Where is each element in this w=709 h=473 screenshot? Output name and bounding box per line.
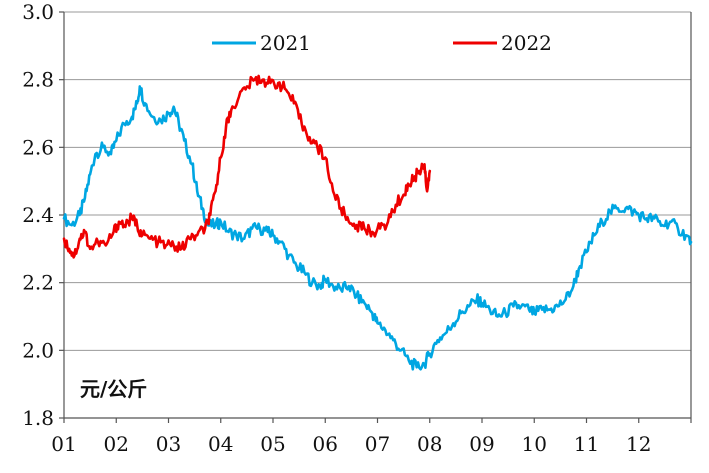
y-tick-label: 2.0: [22, 338, 54, 362]
series-line-2022: [62, 74, 432, 259]
y-tick-label: 1.8: [22, 406, 54, 430]
legend: 2021 2022: [212, 31, 552, 55]
x-tick-label: 05: [260, 432, 285, 456]
y-tick-label: 2.2: [22, 271, 54, 295]
x-tick-label: 03: [156, 432, 181, 456]
y-tick-label: 2.6: [22, 135, 54, 159]
legend-label-2021: 2021: [260, 31, 311, 55]
x-tick-label: 09: [469, 432, 494, 456]
x-tick-label: 02: [104, 432, 129, 456]
x-tick-label: 01: [51, 432, 76, 456]
x-tick-label: 06: [313, 432, 338, 456]
x-tick-label: 08: [417, 432, 442, 456]
y-tick-label: 2.4: [22, 203, 54, 227]
legend-label-2022: 2022: [501, 31, 552, 55]
y-axis-tick-labels: 1.8 2.0 2.2 2.4 2.6 2.8 3.0: [22, 0, 54, 430]
y-tick-label: 3.0: [22, 0, 54, 24]
series-lines: [62, 74, 693, 371]
x-axis-tick-labels: 01 02 03 04 05 06 07 08 09 10 11 12: [51, 432, 651, 456]
x-tick-label: 10: [522, 432, 547, 456]
series-line-2021: [62, 85, 693, 371]
unit-label: 元/公斤: [80, 377, 147, 401]
x-tick-label: 04: [208, 432, 233, 456]
y-tick-label: 2.8: [22, 68, 54, 92]
x-tick-label: 12: [626, 432, 651, 456]
x-tick-label: 11: [574, 432, 599, 456]
x-tick-label: 07: [365, 432, 390, 456]
gridlines: [64, 11, 691, 351]
